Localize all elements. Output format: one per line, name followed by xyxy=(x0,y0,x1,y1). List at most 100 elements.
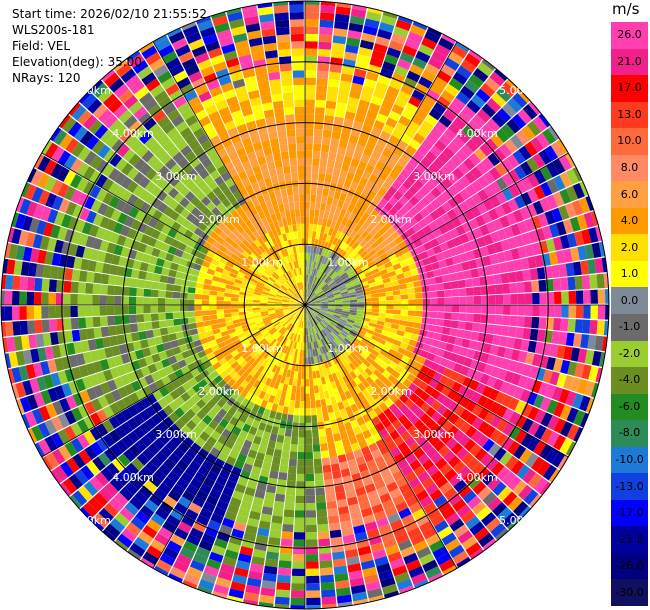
range-gate xyxy=(312,268,317,277)
range-gate xyxy=(315,194,322,203)
range-gate xyxy=(305,306,309,314)
range-gate xyxy=(348,239,357,248)
range-gate xyxy=(359,239,368,248)
range-gate xyxy=(150,305,159,314)
range-gate xyxy=(335,580,350,590)
range-gate xyxy=(291,575,305,584)
range-gate xyxy=(385,158,397,169)
range-gate xyxy=(129,496,144,511)
range-gate xyxy=(328,448,338,458)
range-gate xyxy=(355,289,364,294)
range-gate xyxy=(77,294,86,305)
range-gate xyxy=(278,326,285,334)
range-gate xyxy=(342,534,356,544)
range-gate xyxy=(305,430,312,438)
range-gate xyxy=(485,517,502,532)
range-gate xyxy=(369,372,379,382)
range-gate xyxy=(347,354,355,363)
range-gate xyxy=(114,425,127,439)
range-gate xyxy=(83,481,99,497)
range-gate xyxy=(306,553,319,562)
range-gate xyxy=(358,46,373,57)
range-gate xyxy=(368,249,377,257)
range-gate xyxy=(261,359,269,368)
range-gate xyxy=(309,378,314,387)
range-gate xyxy=(432,157,445,170)
range-gate xyxy=(467,476,482,490)
range-gate xyxy=(187,362,197,372)
range-gate xyxy=(354,347,363,355)
range-gate xyxy=(319,158,328,167)
range-gate xyxy=(169,389,181,401)
range-gate xyxy=(318,428,326,437)
range-gate xyxy=(325,234,332,243)
range-gate xyxy=(390,280,399,287)
range-gate xyxy=(196,409,207,420)
range-gate xyxy=(203,565,219,577)
range-gate xyxy=(404,276,414,284)
range-gate xyxy=(188,502,202,515)
range-gate xyxy=(262,573,277,582)
range-gate xyxy=(581,229,592,245)
range-gate xyxy=(336,594,352,604)
range-gate xyxy=(459,396,471,409)
range-gate xyxy=(109,402,121,416)
range-gate xyxy=(338,223,345,233)
range-gate xyxy=(378,569,394,581)
range-gate xyxy=(350,419,359,429)
range-gate xyxy=(103,502,119,518)
range-gate xyxy=(486,354,497,366)
range-gate xyxy=(325,367,332,376)
range-gate xyxy=(408,206,419,217)
range-gate xyxy=(289,325,295,333)
range-gate xyxy=(452,204,464,217)
range-gate xyxy=(163,428,176,440)
range-gate xyxy=(453,479,467,493)
range-gate xyxy=(521,418,534,433)
range-gate xyxy=(354,144,365,154)
range-gate xyxy=(307,289,311,298)
range-gate xyxy=(282,337,288,346)
range-gate xyxy=(263,318,271,324)
range-gate xyxy=(210,464,222,476)
range-gate xyxy=(78,485,93,502)
range-gate xyxy=(342,297,350,301)
range-gate xyxy=(502,512,518,528)
range-gate xyxy=(444,83,460,97)
range-gate xyxy=(368,442,379,453)
range-gate xyxy=(407,425,419,436)
range-gate xyxy=(26,306,35,320)
range-gate xyxy=(335,325,343,332)
range-gate xyxy=(379,402,389,412)
range-gate xyxy=(524,218,535,232)
range-gate xyxy=(310,283,315,291)
range-gate xyxy=(346,283,354,289)
range-gate xyxy=(337,506,350,516)
range-gate xyxy=(326,313,334,318)
range-gate xyxy=(388,361,398,370)
range-gate xyxy=(51,448,66,465)
range-gate xyxy=(333,255,340,263)
range-gate xyxy=(568,305,577,319)
range-gate xyxy=(333,328,340,335)
range-gate xyxy=(395,501,409,513)
range-gate xyxy=(114,412,127,425)
range-gate xyxy=(311,310,318,316)
range-gate xyxy=(501,102,517,118)
range-gate xyxy=(345,489,357,499)
range-gate xyxy=(267,440,276,449)
range-gate xyxy=(130,332,140,342)
range-gate xyxy=(463,330,472,340)
range-gate xyxy=(604,289,609,304)
range-gate xyxy=(41,319,50,333)
range-gate xyxy=(514,234,525,248)
range-gate xyxy=(167,489,182,502)
range-gate xyxy=(403,552,419,565)
range-gate xyxy=(302,342,305,350)
range-gate xyxy=(311,341,315,350)
range-gate xyxy=(203,360,213,370)
range-gate xyxy=(278,48,291,58)
range-gate xyxy=(418,101,432,114)
range-gate xyxy=(519,448,533,464)
range-gate xyxy=(441,385,452,397)
